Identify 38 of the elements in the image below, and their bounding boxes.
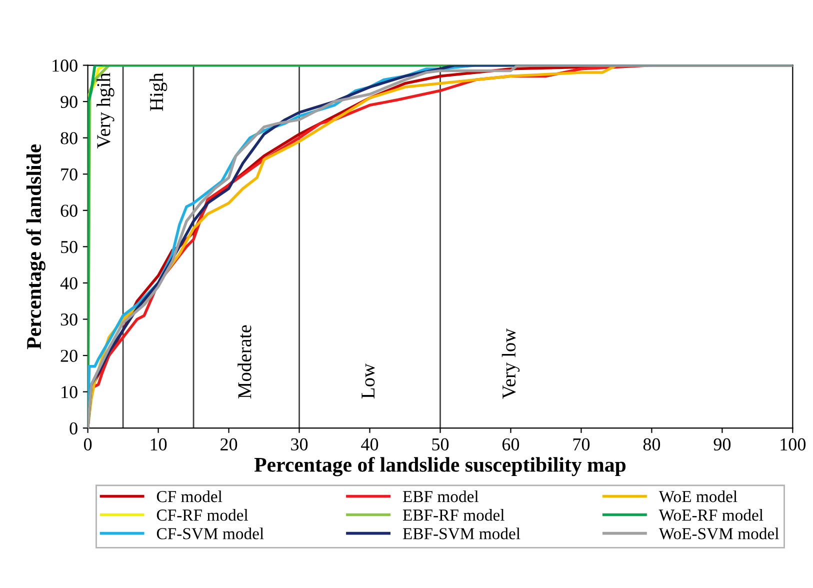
- x-tick-label: 50: [432, 438, 449, 450]
- legend-label: WoE-RF model: [658, 509, 764, 521]
- y-tick-label: 90: [60, 96, 78, 108]
- annotation: High: [149, 72, 168, 111]
- y-tick-label: 60: [60, 204, 78, 217]
- legend-label: CF-SVM model: [156, 528, 264, 540]
- x-axis-title: Percentage of landslide susceptibility map: [254, 456, 626, 476]
- x-tick-label: 30: [291, 438, 308, 450]
- y-tick-label: 30: [60, 313, 78, 326]
- x-tick-label: 100: [780, 438, 806, 450]
- legend-label: WoE model: [658, 490, 738, 502]
- annotation: Very low: [502, 328, 520, 399]
- x-tick-label: 80: [643, 438, 660, 450]
- y-axis-title: Percentage of landslide: [26, 144, 46, 350]
- y-tick-label: 40: [60, 277, 78, 290]
- x-tick-label: 90: [714, 438, 731, 450]
- y-tick-label: 70: [61, 168, 78, 181]
- legend-label: EBF-RF model: [402, 509, 504, 521]
- legend-label: WoE-SVM model: [658, 528, 779, 540]
- x-tick-label: 70: [573, 438, 590, 450]
- legend-label: EBF model: [402, 490, 478, 502]
- y-tick-label: 10: [62, 386, 78, 398]
- y-tick-label: 100: [52, 60, 78, 72]
- x-tick-label: 60: [502, 438, 520, 450]
- x-tick-label: 0: [84, 438, 92, 450]
- legend-label: EBF-SVM model: [402, 528, 520, 540]
- x-tick-label: 40: [361, 438, 378, 450]
- annotation: Low: [362, 363, 375, 398]
- y-tick-label: 80: [60, 132, 78, 144]
- x-tick-label: 20: [220, 438, 238, 450]
- x-tick-label: 10: [150, 438, 167, 450]
- annotation: Moderate: [238, 325, 252, 398]
- annotation: Very hgih: [96, 72, 114, 148]
- y-tick-label: 20: [60, 350, 78, 362]
- y-tick-label: 50: [61, 240, 78, 254]
- legend-label: CF-RF model: [156, 509, 248, 521]
- legend-label: CF model: [156, 490, 222, 502]
- y-tick-label: 0: [70, 422, 78, 435]
